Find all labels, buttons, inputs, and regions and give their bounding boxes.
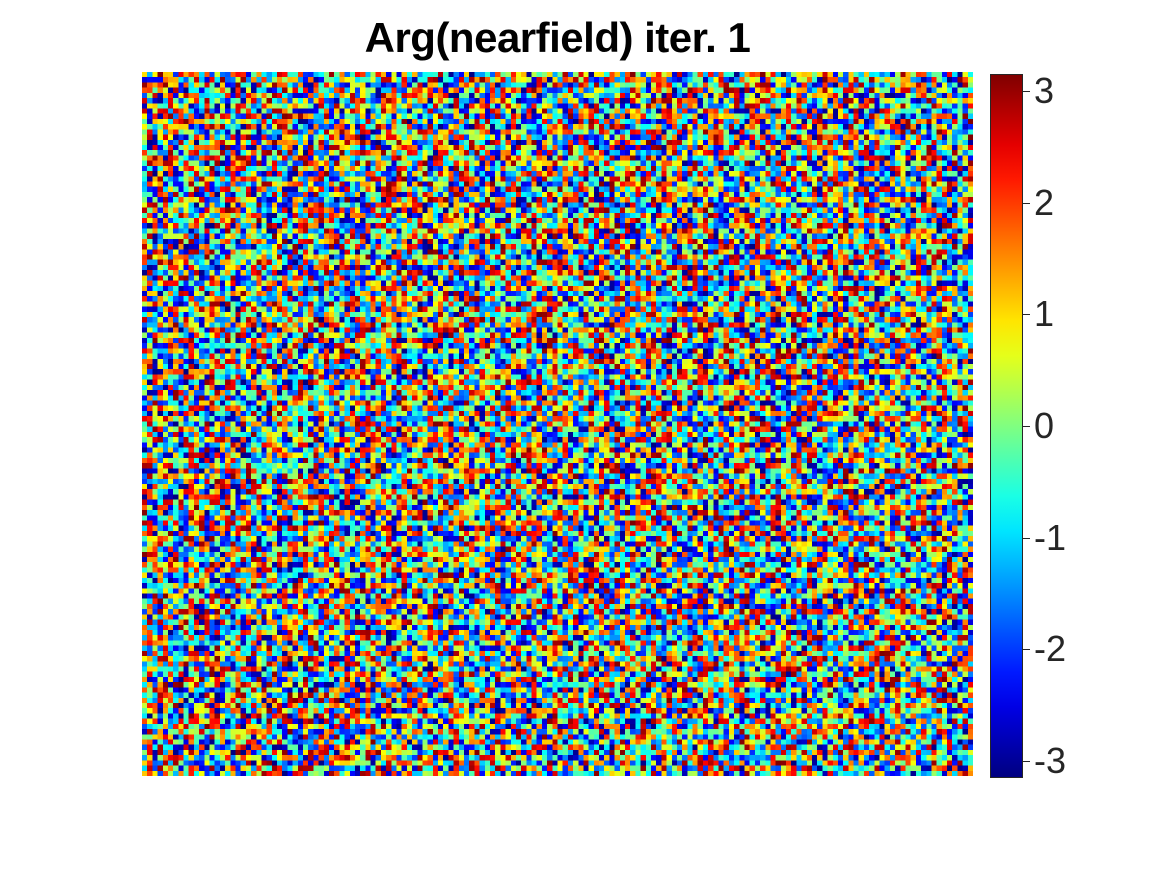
colorbar-tick — [1022, 426, 1030, 427]
colorbar-tick-label: 3 — [1034, 70, 1055, 111]
colorbar-tick-label: 1 — [1034, 293, 1055, 334]
colorbar-tick-label: 2 — [1034, 182, 1055, 223]
colorbar-tick-label: -3 — [1034, 740, 1067, 781]
colorbar-tick — [1022, 649, 1030, 650]
colorbar — [990, 74, 1023, 778]
colorbar-tick-label: -1 — [1034, 517, 1067, 558]
heatmap-plot — [142, 72, 973, 776]
colorbar-tick — [1022, 314, 1030, 315]
colorbar-tick — [1022, 538, 1030, 539]
colorbar-tick — [1022, 91, 1030, 92]
colorbar-tick-label: 0 — [1034, 405, 1055, 446]
colorbar-tick — [1022, 203, 1030, 204]
chart-title: Arg(nearfield) iter. 1 — [364, 14, 751, 61]
colorbar-tick-label: -2 — [1034, 628, 1067, 669]
colorbar-tick — [1022, 761, 1030, 762]
